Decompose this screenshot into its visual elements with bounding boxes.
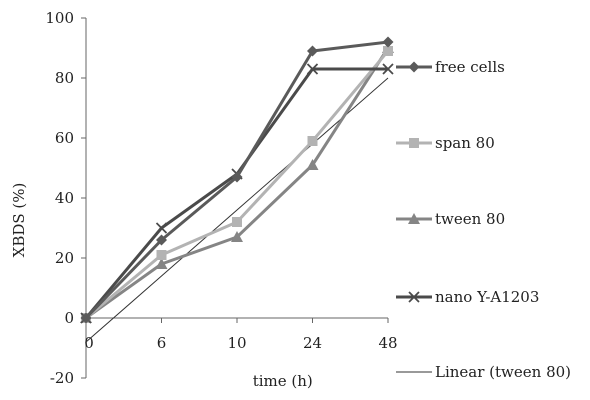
- x-tick-label: 6: [157, 334, 167, 352]
- legend-item-nano-y-a1203: nano Y-A1203: [396, 288, 539, 306]
- data-point-nano-y-a1203: [382, 63, 394, 75]
- data-point-nano-y-a1203: [155, 222, 168, 234]
- y-tick-label: -20: [50, 369, 74, 387]
- data-point-free-cells: [80, 312, 92, 324]
- data-point-tween-80: [155, 258, 168, 269]
- y-tick-label: 60: [55, 129, 74, 147]
- x-axis-title: time (h): [253, 372, 313, 390]
- legend-marker: [408, 291, 420, 303]
- x-axis: 0 6 10 24 48: [84, 317, 398, 352]
- x-marker-stroke: [306, 63, 319, 75]
- data-point-span-80: [307, 136, 318, 146]
- data-point-tween-80: [231, 231, 243, 242]
- legend-item-span-80: span 80: [396, 134, 495, 152]
- legend-item-linear-tween-80: Linear (tween 80): [396, 363, 571, 381]
- y-tick-label: 100: [45, 9, 74, 27]
- x-marker-stroke: [155, 222, 168, 234]
- data-point-free-cells: [307, 45, 318, 57]
- trendline-linear-tween-80: [85, 77, 389, 343]
- x-tick-label: 48: [378, 334, 397, 352]
- x-marker-stroke: [408, 291, 420, 303]
- legend: free cells span 80 tween 80 nano Y-A1203 Lin…: [396, 58, 571, 381]
- x-tick-label: 10: [227, 334, 246, 352]
- data-point-span-80: [232, 217, 242, 227]
- x-tick-label: 24: [303, 334, 322, 352]
- y-tick-label: 80: [55, 69, 74, 87]
- data-point-tween-80: [306, 159, 319, 170]
- series-free-cells: [80, 36, 394, 324]
- legend-marker: [409, 138, 419, 148]
- y-tick-label: 20: [55, 249, 74, 267]
- legend-item-tween-80: tween 80: [396, 210, 505, 228]
- legend-label: free cells: [435, 58, 505, 76]
- legend-label: nano Y-A1203: [435, 288, 539, 306]
- data-point-nano-y-a1203: [306, 63, 319, 75]
- x-tick-label: 0: [84, 334, 94, 352]
- series-layer: [80, 36, 394, 324]
- y-tick-label: 0: [64, 309, 74, 327]
- series-span-80: [81, 46, 393, 323]
- data-point-span-80: [156, 250, 167, 260]
- legend-label: Linear (tween 80): [435, 363, 571, 381]
- legend-item-free-cells: free cells: [396, 58, 505, 76]
- data-point-free-cells: [156, 234, 167, 246]
- data-point-free-cells: [231, 171, 243, 183]
- y-axis: -20 0 20 40 60 80 100: [45, 9, 87, 387]
- legend-marker: [408, 213, 420, 224]
- trendline-layer: [85, 77, 389, 343]
- data-point-span-80: [383, 46, 393, 56]
- legend-label: span 80: [435, 134, 495, 152]
- y-tick-label: 40: [55, 189, 74, 207]
- legend-marker: [408, 61, 420, 73]
- series-line-tween-80: [85, 47, 390, 320]
- y-axis-title: XBDS (%): [10, 183, 28, 258]
- x-marker-stroke: [382, 63, 394, 75]
- series-line-span-80: [85, 50, 390, 320]
- legend-label: tween 80: [435, 210, 505, 228]
- data-point-free-cells: [382, 36, 394, 48]
